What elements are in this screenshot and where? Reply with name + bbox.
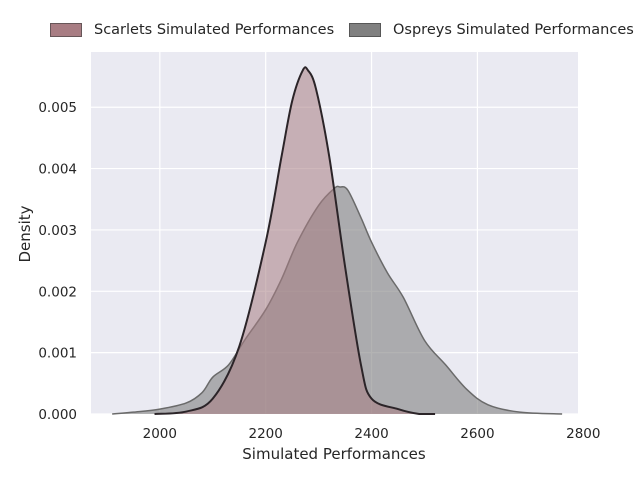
y-tick-label: 0.002 — [38, 284, 77, 300]
x-tick-label: 2400 — [354, 426, 388, 442]
legend-label-ospreys: Ospreys Simulated Performances — [393, 22, 634, 38]
x-tick-label: 2800 — [566, 426, 600, 442]
y-tick-label: 0.001 — [38, 346, 77, 362]
y-axis-ticks: 0.000 0.001 0.002 0.003 0.004 0.005 — [38, 100, 77, 423]
y-axis-label: Density — [16, 205, 34, 262]
y-tick-label: 0.000 — [38, 407, 77, 423]
y-tick-label: 0.003 — [38, 223, 77, 239]
x-axis-ticks: 2000 2200 2400 2600 2800 — [143, 426, 601, 442]
series-layer — [112, 66, 563, 416]
x-tick-label: 2600 — [460, 426, 494, 442]
legend-item-scarlets: Scarlets Simulated Performances — [50, 22, 334, 38]
x-tick-label: 2000 — [143, 426, 177, 442]
legend: Scarlets Simulated Performances Ospreys … — [0, 18, 640, 44]
density-line-scarlets — [154, 66, 436, 416]
x-axis-label: Simulated Performances — [242, 445, 426, 463]
legend-label-scarlets: Scarlets Simulated Performances — [94, 22, 335, 38]
legend-swatch-scarlets — [50, 23, 82, 37]
y-tick-label: 0.004 — [38, 162, 77, 178]
legend-swatch-ospreys — [349, 23, 381, 37]
x-tick-label: 2200 — [249, 426, 283, 442]
density-area-scarlets — [154, 67, 436, 414]
legend-item-ospreys: Ospreys Simulated Performances — [349, 22, 634, 38]
y-tick-label: 0.005 — [38, 100, 77, 116]
